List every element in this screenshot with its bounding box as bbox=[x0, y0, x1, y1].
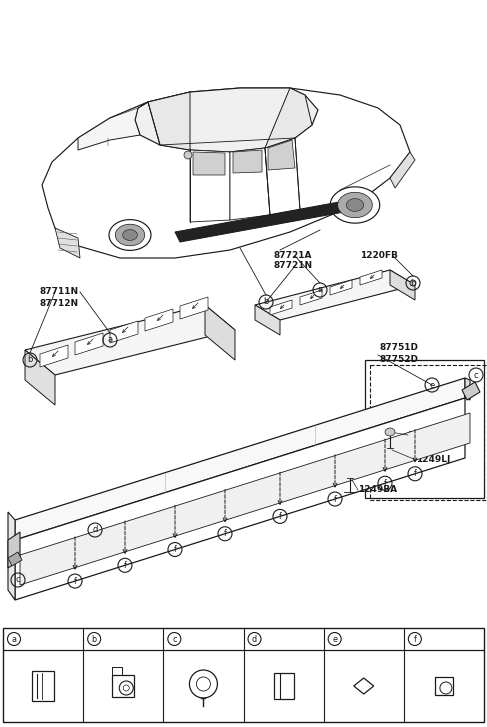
Polygon shape bbox=[15, 398, 465, 600]
Text: b: b bbox=[263, 297, 269, 307]
Polygon shape bbox=[110, 321, 138, 343]
Text: 87701B: 87701B bbox=[103, 634, 145, 644]
Text: 87715G: 87715G bbox=[23, 634, 65, 644]
Text: 86848A: 86848A bbox=[183, 634, 225, 644]
Polygon shape bbox=[390, 270, 415, 300]
Polygon shape bbox=[360, 270, 382, 285]
Text: 87751D: 87751D bbox=[380, 343, 419, 353]
Polygon shape bbox=[25, 305, 235, 375]
Polygon shape bbox=[40, 345, 68, 367]
Text: a: a bbox=[12, 635, 17, 643]
Polygon shape bbox=[230, 148, 270, 220]
Text: f: f bbox=[413, 469, 416, 478]
Polygon shape bbox=[330, 187, 380, 223]
Text: 87711N: 87711N bbox=[40, 287, 79, 297]
Text: b: b bbox=[411, 278, 416, 287]
Polygon shape bbox=[265, 138, 300, 215]
Text: c: c bbox=[474, 371, 478, 379]
Polygon shape bbox=[300, 290, 322, 305]
Text: f: f bbox=[74, 577, 76, 585]
Text: e: e bbox=[430, 380, 434, 390]
Circle shape bbox=[184, 151, 192, 159]
Polygon shape bbox=[115, 224, 145, 246]
Text: b: b bbox=[92, 635, 97, 643]
Text: 87759D: 87759D bbox=[424, 634, 466, 644]
Polygon shape bbox=[330, 280, 352, 295]
Polygon shape bbox=[123, 230, 137, 241]
Text: 87721N: 87721N bbox=[273, 262, 312, 270]
Polygon shape bbox=[190, 150, 230, 222]
Text: d: d bbox=[252, 635, 257, 643]
Text: 1249LJ: 1249LJ bbox=[416, 456, 450, 465]
Circle shape bbox=[410, 280, 416, 286]
Polygon shape bbox=[270, 300, 292, 315]
Text: a: a bbox=[108, 335, 112, 345]
Polygon shape bbox=[75, 333, 103, 355]
Text: d: d bbox=[93, 526, 98, 534]
Text: c: c bbox=[16, 576, 20, 585]
Polygon shape bbox=[20, 413, 470, 585]
Polygon shape bbox=[346, 198, 364, 212]
Text: 87755B: 87755B bbox=[408, 430, 447, 440]
Polygon shape bbox=[15, 378, 465, 540]
Text: a: a bbox=[318, 286, 322, 294]
Polygon shape bbox=[8, 532, 20, 568]
Text: f: f bbox=[224, 529, 226, 538]
Text: f: f bbox=[279, 512, 281, 521]
Text: 1220FB: 1220FB bbox=[360, 252, 398, 260]
Polygon shape bbox=[265, 88, 312, 148]
Polygon shape bbox=[3, 628, 484, 722]
Text: 84126G: 84126G bbox=[344, 634, 386, 644]
Polygon shape bbox=[233, 150, 262, 173]
Text: b: b bbox=[27, 356, 33, 364]
Polygon shape bbox=[193, 152, 225, 175]
Polygon shape bbox=[337, 193, 373, 217]
Polygon shape bbox=[390, 152, 415, 188]
Polygon shape bbox=[8, 552, 22, 566]
Polygon shape bbox=[255, 270, 415, 320]
Text: c: c bbox=[172, 635, 177, 643]
Text: 87752D: 87752D bbox=[380, 356, 419, 364]
Polygon shape bbox=[268, 140, 295, 170]
Text: f: f bbox=[384, 479, 386, 488]
Polygon shape bbox=[180, 297, 208, 319]
Polygon shape bbox=[42, 88, 410, 258]
Polygon shape bbox=[8, 512, 15, 600]
Text: e: e bbox=[332, 635, 337, 643]
Text: f: f bbox=[174, 545, 176, 554]
Text: 87721A: 87721A bbox=[273, 252, 312, 260]
Text: 87756J: 87756J bbox=[263, 634, 301, 644]
Polygon shape bbox=[25, 350, 55, 405]
Polygon shape bbox=[462, 382, 480, 400]
Polygon shape bbox=[385, 428, 395, 436]
Text: 87756G: 87756G bbox=[408, 443, 447, 451]
Polygon shape bbox=[205, 305, 235, 360]
Polygon shape bbox=[465, 378, 470, 400]
Polygon shape bbox=[175, 200, 355, 242]
Text: 1249BA: 1249BA bbox=[358, 486, 397, 494]
Text: f: f bbox=[334, 494, 337, 504]
Polygon shape bbox=[78, 102, 148, 150]
Polygon shape bbox=[135, 88, 318, 152]
Polygon shape bbox=[148, 92, 190, 150]
Text: f: f bbox=[413, 635, 416, 643]
Text: 87712N: 87712N bbox=[40, 300, 79, 308]
Polygon shape bbox=[55, 228, 80, 258]
Polygon shape bbox=[255, 305, 280, 335]
Text: f: f bbox=[124, 561, 126, 570]
Polygon shape bbox=[109, 220, 151, 250]
Polygon shape bbox=[145, 309, 173, 331]
